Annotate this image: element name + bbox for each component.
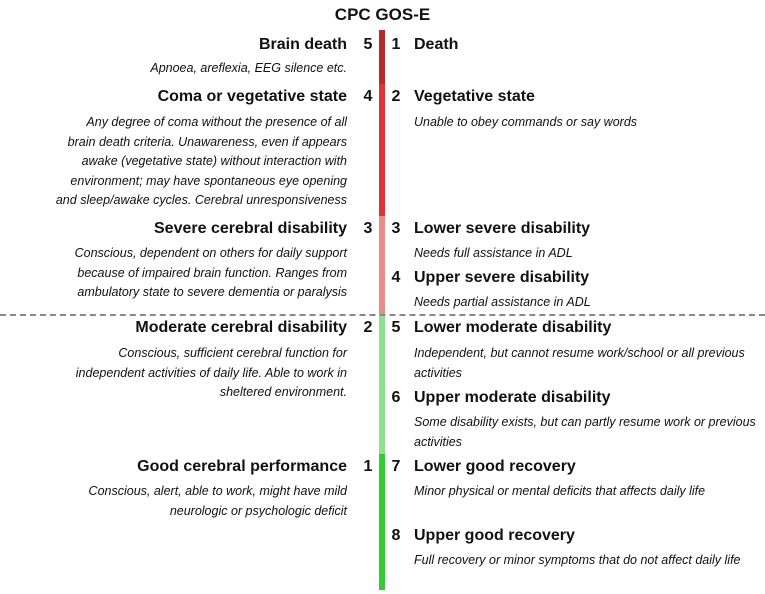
gose-desc-6: Some disability exists, but can partly r…	[414, 415, 756, 449]
gose-desc-3: Needs full assistance in ADL	[414, 246, 573, 260]
severity-divider	[0, 314, 765, 316]
cpc-number-5: 5	[363, 36, 373, 53]
cpc-desc-5: Apnoea, areflexia, EEG silence etc.	[150, 61, 347, 75]
bar-brain-death	[379, 30, 385, 84]
bar-coma	[379, 84, 385, 216]
gose-desc-7: Minor physical or mental deficits that a…	[414, 484, 706, 498]
cpc-label-3: Severe cerebral disability	[154, 220, 347, 237]
cpc-number-3: 3	[363, 220, 373, 237]
gose-number-5: 5	[391, 319, 401, 336]
gose-label-1: Death	[414, 36, 459, 53]
gose-number-6: 6	[391, 389, 401, 406]
gose-number-8: 8	[391, 527, 401, 544]
cpc-label-1: Good cerebral performance	[137, 458, 347, 475]
cpc-desc-4: Any degree of coma without the presence …	[55, 115, 347, 207]
bar-severe	[379, 216, 385, 314]
gose-number-4: 4	[391, 269, 401, 286]
cpc-desc-1: Conscious, alert, able to work, might ha…	[88, 484, 347, 518]
gose-desc-2: Unable to obey commands or say words	[414, 115, 638, 129]
gose-label-5: Lower moderate disability	[414, 319, 612, 336]
cpc-label-4: Coma or vegetative state	[157, 88, 347, 105]
cpc-label-5: Brain death	[258, 36, 347, 53]
gose-label-2: Vegetative state	[414, 88, 535, 105]
cpc-desc-3: Conscious, dependent on others for daily…	[74, 246, 347, 299]
bar-moderate	[379, 314, 385, 454]
diagram-title: CPC GOS-E	[334, 5, 431, 24]
bar-good	[379, 454, 385, 590]
gose-number-7: 7	[391, 458, 401, 475]
gose-label-8: Upper good recovery	[414, 527, 575, 544]
gose-number-3: 3	[391, 220, 401, 237]
gose-desc-4: Needs partial assistance in ADL	[414, 295, 591, 309]
gose-number-1: 1	[391, 36, 401, 53]
cpc-number-1: 1	[363, 458, 373, 475]
gose-label-7: Lower good recovery	[414, 458, 576, 475]
cpc-number-2: 2	[363, 319, 373, 336]
gose-number-2: 2	[391, 88, 401, 105]
cpc-desc-2: Conscious, sufficient cerebral function …	[75, 346, 347, 399]
gose-desc-5: Independent, but cannot resume work/scho…	[414, 346, 745, 380]
gose-desc-8: Full recovery or minor symptoms that do …	[414, 553, 741, 567]
cpc-number-4: 4	[363, 88, 373, 105]
gose-label-4: Upper severe disability	[414, 269, 590, 286]
cpc-label-2: Moderate cerebral disability	[135, 319, 347, 336]
gose-label-6: Upper moderate disability	[414, 389, 611, 406]
gose-label-3: Lower severe disability	[414, 220, 591, 237]
